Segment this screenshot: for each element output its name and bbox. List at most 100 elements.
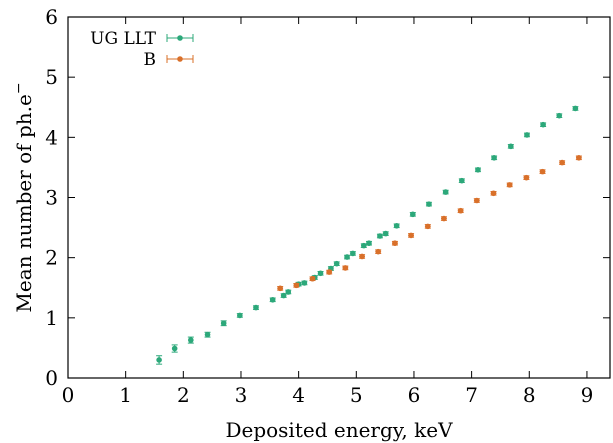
series-ug-llt (156, 105, 579, 365)
data-point (391, 240, 398, 247)
data-point (359, 253, 366, 260)
data-marker (441, 215, 447, 222)
data-marker (556, 112, 563, 119)
data-marker (559, 159, 565, 166)
data-point (382, 230, 389, 237)
data-marker (301, 280, 308, 286)
data-marker (285, 289, 292, 295)
data-point (204, 331, 211, 338)
data-point (506, 182, 513, 188)
y-axis-title-superscript: − (11, 82, 27, 94)
data-marker (366, 240, 372, 247)
data-marker (475, 167, 481, 173)
data-marker (220, 320, 227, 327)
data-point (156, 355, 163, 365)
data-marker (459, 177, 465, 184)
y-axis-title: Mean number of ph.e− (11, 82, 36, 312)
data-point (376, 233, 383, 239)
x-tick-label: 1 (119, 383, 132, 407)
x-tick-label: 6 (408, 383, 421, 407)
data-point (523, 132, 530, 138)
data-marker (506, 182, 513, 188)
series-layer (156, 105, 582, 365)
data-marker (309, 275, 316, 282)
data-point (269, 296, 276, 303)
ticks-layer: 0 1 2 3 4 5 6 7 8 9 0 1 2 3 4 5 6 (45, 5, 610, 407)
data-marker (410, 211, 416, 218)
data-point (458, 177, 465, 184)
data-point (540, 121, 547, 128)
data-point (317, 270, 324, 277)
legend-item: UG LLT (90, 29, 194, 49)
data-point (523, 174, 530, 181)
data-point (349, 250, 356, 257)
data-marker (572, 105, 579, 112)
plot-frame (67, 16, 611, 379)
data-point (252, 304, 259, 311)
data-marker (474, 197, 480, 204)
data-point (236, 312, 243, 319)
data-marker (377, 233, 383, 239)
y-tick-label: 0 (45, 366, 58, 390)
series-b (277, 154, 582, 292)
data-marker (408, 232, 414, 239)
data-point (408, 232, 415, 239)
data-point (171, 344, 178, 353)
legend-label: B (144, 50, 157, 70)
data-point (507, 143, 514, 150)
data-point (342, 265, 349, 271)
data-marker (508, 143, 514, 150)
x-tick-label: 5 (350, 383, 363, 407)
data-marker (269, 296, 276, 303)
data-marker (491, 154, 497, 161)
data-point (360, 242, 367, 249)
data-point (556, 112, 563, 119)
legend-marker (177, 35, 183, 41)
data-marker (359, 253, 365, 260)
y-tick-label: 3 (45, 186, 58, 210)
data-marker (156, 357, 162, 363)
y-tick-label: 2 (45, 246, 58, 270)
data-point (326, 269, 333, 275)
x-tick-label: 3 (235, 383, 248, 407)
data-point (220, 320, 227, 327)
data-marker (523, 174, 530, 181)
data-marker (424, 223, 431, 230)
data-point (424, 223, 431, 230)
data-point (293, 282, 300, 289)
x-tick-label: 7 (465, 383, 478, 407)
data-point (490, 190, 497, 197)
data-marker (204, 331, 211, 338)
data-marker (317, 270, 324, 277)
y-tick-label: 6 (45, 5, 58, 29)
data-marker (393, 222, 400, 229)
data-marker (326, 269, 332, 275)
data-marker (442, 189, 449, 195)
data-marker (540, 121, 546, 128)
data-point (457, 207, 464, 214)
y-axis-title-text: Mean number of ph.e (12, 94, 36, 312)
data-marker (524, 132, 530, 138)
data-point (539, 168, 546, 175)
data-point (474, 167, 481, 173)
data-marker (344, 254, 350, 260)
data-point (409, 211, 416, 218)
data-point (440, 215, 447, 222)
plot-frame-layer (67, 16, 611, 379)
y-tick-label: 5 (45, 65, 58, 89)
data-point (187, 336, 194, 344)
data-marker (490, 190, 497, 197)
x-tick-label: 9 (581, 383, 594, 407)
x-tick-label: 2 (177, 383, 190, 407)
data-point (491, 154, 498, 161)
data-point (333, 260, 340, 267)
data-point (277, 285, 284, 292)
data-marker (576, 154, 582, 161)
data-marker (539, 168, 546, 175)
data-point (285, 289, 292, 295)
data-marker (457, 207, 464, 214)
y-tick-label: 4 (45, 125, 58, 149)
